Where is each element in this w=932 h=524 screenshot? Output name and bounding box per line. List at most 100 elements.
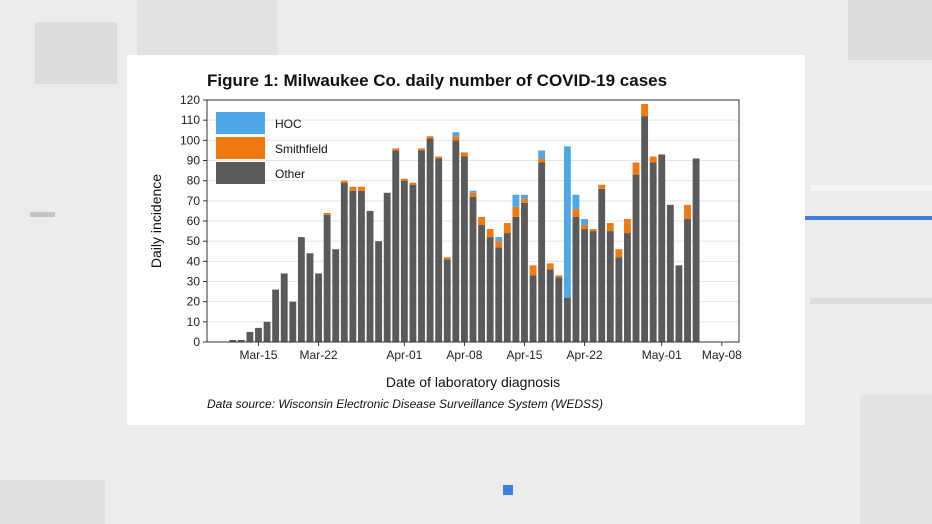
y-tick-label: 120 <box>180 93 200 107</box>
accent-square <box>503 485 513 495</box>
bar-other <box>323 214 331 342</box>
y-tick-label: 90 <box>187 154 201 168</box>
bar-other <box>460 156 468 342</box>
bar-other <box>409 184 417 342</box>
bar-smithfield <box>512 206 520 217</box>
bar-other <box>563 297 571 342</box>
bar-other <box>495 247 503 342</box>
bar-smithfield <box>486 229 494 238</box>
bar-smithfield <box>435 156 443 159</box>
bar-smithfield <box>581 225 588 230</box>
bar-hoc <box>521 194 528 199</box>
background-tile <box>137 0 277 55</box>
bar-other <box>624 233 631 342</box>
bar-other <box>246 331 254 342</box>
background-tile <box>35 22 117 84</box>
bar-smithfield <box>323 212 331 215</box>
y-tick-label: 50 <box>187 234 201 248</box>
bar-hoc <box>572 194 580 209</box>
bar-smithfield <box>589 229 597 232</box>
bar-other <box>589 231 597 342</box>
bar-smithfield <box>426 136 434 139</box>
bar-other <box>572 216 580 342</box>
x-tick-label: Apr-01 <box>386 348 422 362</box>
bar-smithfield <box>624 218 631 234</box>
bar-other <box>555 277 563 342</box>
bar-other <box>452 140 460 342</box>
bar-other <box>538 162 546 342</box>
bar-smithfield <box>409 182 417 185</box>
legend-label-hoc: HOC <box>275 117 302 131</box>
x-tick-label: May-08 <box>702 348 742 362</box>
bar-chart: 0 10 20 30 40 50 60 70 80 90 100 110 120 Mar-15 Mar-2… <box>148 93 742 390</box>
bar-other <box>383 192 391 342</box>
bar-other <box>392 150 400 342</box>
bar-hoc <box>563 146 571 298</box>
bar-other <box>529 275 537 342</box>
bar-other <box>641 116 649 342</box>
bar-other <box>435 158 443 342</box>
bar-other <box>400 180 408 342</box>
y-tick-label: 20 <box>187 295 201 309</box>
bar-hoc <box>452 132 460 137</box>
plot-frame <box>206 99 740 343</box>
background-tile <box>860 395 932 524</box>
y-tick-label: 80 <box>187 174 201 188</box>
bar-hoc <box>581 218 588 226</box>
bar-other <box>469 196 477 342</box>
bar-other <box>375 241 383 342</box>
bar-hoc <box>538 150 546 159</box>
bar-other <box>349 190 357 342</box>
y-tick-label: 100 <box>180 133 200 147</box>
y-tick-label: 40 <box>187 254 201 268</box>
bar-other <box>546 269 554 342</box>
x-tick-label: Mar-15 <box>239 348 277 362</box>
bar-smithfield <box>555 275 563 278</box>
bar-other <box>315 273 322 342</box>
bar-other <box>521 202 528 342</box>
y-tick-label: 30 <box>187 275 201 289</box>
bar-smithfield <box>546 263 554 270</box>
bar-hoc <box>469 190 477 193</box>
bar-smithfield <box>615 249 623 258</box>
bar-smithfield <box>641 104 649 117</box>
bar-smithfield <box>460 152 468 157</box>
bar-smithfield <box>684 204 691 219</box>
bar-other <box>675 265 683 342</box>
bar-smithfield <box>418 148 425 151</box>
bar-other <box>306 253 314 342</box>
bar-other <box>692 158 700 342</box>
legend-swatch-other <box>216 162 265 184</box>
bar-smithfield <box>452 136 460 141</box>
legend: HOC Smithfield Other <box>216 112 328 184</box>
bar-smithfield <box>572 208 580 217</box>
legend-label-other: Other <box>275 167 305 181</box>
bar-smithfield <box>632 162 640 175</box>
x-axis: Mar-15 Mar-22 Apr-01 Apr-08 Apr-15 Apr-22 May-… <box>239 342 742 362</box>
bar-other <box>263 321 271 342</box>
y-tick-label: 110 <box>181 113 200 127</box>
bar-smithfield <box>503 223 511 234</box>
legend-swatch-smithfield <box>216 137 265 159</box>
bar-other <box>503 233 511 342</box>
bar-smithfield <box>538 158 546 163</box>
background-stripe <box>810 298 932 304</box>
x-tick-label: Apr-15 <box>506 348 542 362</box>
legend-swatch-hoc <box>216 112 265 134</box>
bar-other <box>289 301 297 342</box>
bar-smithfield <box>392 148 400 151</box>
bar-smithfield <box>349 186 357 191</box>
bars <box>229 104 700 342</box>
y-tick-label: 10 <box>187 315 201 329</box>
background-stripe <box>810 185 932 191</box>
bar-smithfield <box>521 198 528 203</box>
bar-other <box>684 218 691 342</box>
bar-other <box>598 188 606 342</box>
chart-title: Figure 1: Milwaukee Co. daily number of … <box>207 71 668 90</box>
bar-other <box>512 216 520 342</box>
bar-other <box>606 231 614 342</box>
y-tick-label: 0 <box>193 335 200 349</box>
bar-other <box>632 174 640 342</box>
x-axis-label: Date of laboratory diagnosis <box>386 374 560 390</box>
bar-other <box>280 273 288 342</box>
